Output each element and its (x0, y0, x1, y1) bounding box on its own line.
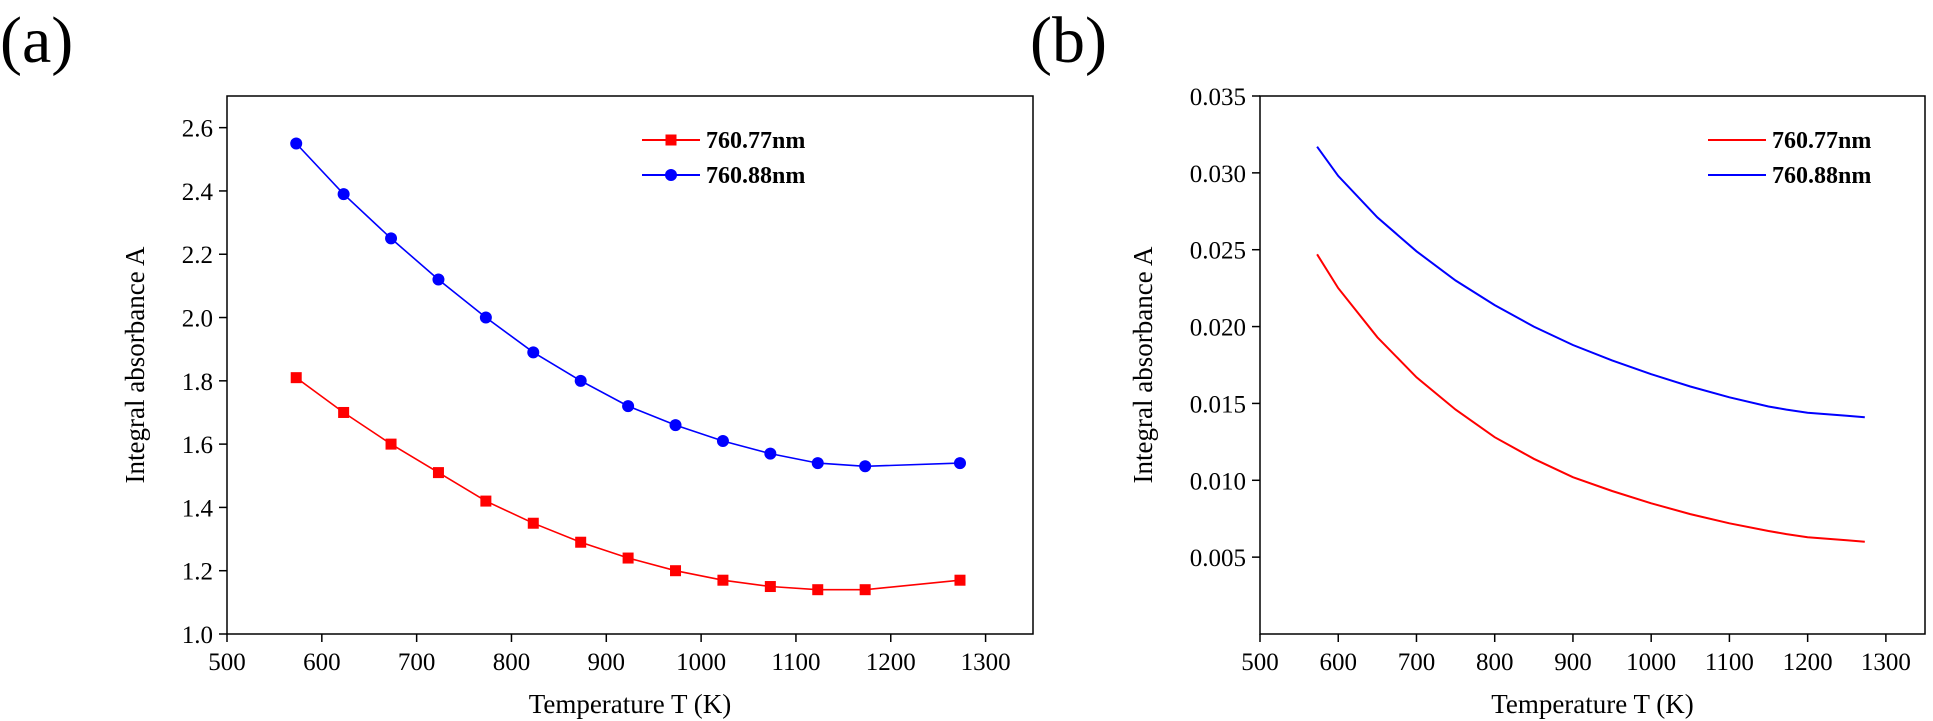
chart-1-y-tick-label: 0.025 (1190, 238, 1246, 265)
chart-0-data-point (290, 372, 302, 384)
chart-0-data-point (338, 406, 350, 418)
chart-1-x-tick-label: 600 (1319, 649, 1357, 676)
chart-0-data-point (622, 400, 635, 413)
chart-0-data-point (479, 311, 492, 324)
chart-0-data-point (385, 438, 397, 450)
chart-0-data-point (527, 346, 540, 359)
chart-0-x-axis-title: Temperature T (K) (529, 689, 732, 719)
chart-1-legend-label: 760.88nm (1772, 163, 1871, 189)
chart-0-x-tick-label: 1100 (771, 649, 820, 676)
chart-0-data-point (337, 188, 350, 201)
chart-0-data-point (953, 457, 966, 470)
chart-0-x-tick-label: 700 (398, 649, 436, 676)
chart-1-y-tick-label: 0.005 (1190, 545, 1246, 572)
chart-1-x-tick-label: 800 (1476, 649, 1514, 676)
chart-0-x-tick-label: 1200 (866, 649, 916, 676)
chart-0-series-1 (290, 137, 966, 473)
chart-1-x-tick-label: 1000 (1626, 649, 1676, 676)
chart-1-x-tick-label: 1300 (1861, 649, 1911, 676)
chart-1-plot-frame (1259, 95, 1926, 635)
chart-0-legend-marker (665, 134, 677, 146)
chart-0-data-point (290, 137, 303, 150)
chart-0-x-tick-label: 500 (208, 649, 246, 676)
panel-b: (b) 500 600 700 800 900 1000 1100 1200 1300 0.005… (1030, 4, 1926, 719)
chart-0-series-line (295, 377, 961, 591)
chart-1-y-axis-title: Integral absorbance A (1128, 246, 1158, 483)
chart-0-data-point (716, 434, 729, 447)
chart-0-data-point (622, 552, 634, 564)
chart-0-series-line (295, 142, 961, 468)
chart-1-x-tick-label: 900 (1554, 649, 1592, 676)
chart-1-legend-label: 760.77nm (1772, 128, 1871, 154)
chart-0-x-tick-label: 600 (303, 649, 341, 676)
chart-0-data-point (480, 495, 492, 507)
chart-0-data-point (812, 584, 824, 596)
chart-1-series-1 (1316, 146, 1865, 419)
chart-0-data-point (575, 536, 587, 548)
chart-0-data-point (432, 273, 445, 286)
chart-1-y-tick-label: 0.010 (1190, 468, 1246, 495)
chart-0-y-tick-label: 1.4 (182, 495, 214, 522)
chart-0-data-point (859, 460, 872, 473)
chart-0-x-tick-label: 1000 (676, 649, 726, 676)
chart-0-legend-label: 760.88nm (706, 163, 805, 189)
chart-0-data-point (432, 467, 444, 479)
chart-1-x-tick-label: 700 (1398, 649, 1436, 676)
chart-1-x-tick-label: 1100 (1705, 649, 1754, 676)
chart-0-data-point (811, 457, 824, 470)
chart-0-legend-marker (665, 169, 677, 181)
chart-0-data-point (669, 419, 682, 432)
chart-0-x-tick-label: 1300 (961, 649, 1011, 676)
chart-0-y-tick-label: 1.8 (182, 369, 213, 396)
chart-0-y-tick-label: 2.2 (182, 242, 213, 269)
chart-1-x-tick-label: 500 (1241, 649, 1279, 676)
chart-0-y-tick-label: 2.4 (182, 179, 214, 206)
chart-1-legend-entry: 760.88nm (1708, 163, 1871, 189)
chart-0-plot-frame (226, 95, 1034, 635)
chart-1-y-tick-label: 0.035 (1190, 84, 1246, 111)
chart-0-legend-label: 760.77nm (706, 128, 805, 154)
chart-0-series-0 (290, 372, 966, 596)
panel-a: (a) 500 600 700 800 900 1000 1100 1200 1300 1.0 1.… (0, 4, 1034, 719)
chart-0-data-point (859, 584, 871, 596)
chart-0-legend-entry: 760.88nm (642, 163, 805, 189)
chart-1-series-line (1316, 146, 1865, 419)
chart-1-y-tick-label: 0.030 (1190, 161, 1246, 188)
chart-1-y-tick-label: 0.020 (1190, 315, 1246, 342)
chart-0-data-point (954, 574, 966, 586)
chart-0-data-point (717, 574, 729, 586)
chart-0-y-tick-label: 2.0 (182, 306, 213, 333)
chart-0-y-tick-label: 1.0 (182, 622, 213, 649)
panel-label-b: (b) (1030, 4, 1107, 77)
chart-0-data-point (670, 565, 682, 577)
panel-label-a: (a) (0, 4, 73, 77)
chart-0-y-tick-label: 2.6 (182, 116, 213, 143)
chart-0-y-axis-title: Integral absorbance A (120, 246, 150, 483)
chart-1-x-axis-title: Temperature T (K) (1491, 689, 1694, 719)
chart-1-x-tick-label: 1200 (1783, 649, 1833, 676)
chart-0-data-point (385, 232, 398, 245)
chart-0-y-tick-label: 1.6 (182, 432, 213, 459)
chart-1-series-0 (1316, 253, 1865, 543)
chart-0-legend-entry: 760.77nm (642, 128, 805, 154)
chart-0-x-tick-label: 800 (493, 649, 531, 676)
chart-1-series-line (1316, 253, 1865, 543)
chart-0-data-point (574, 374, 587, 387)
chart-0-y-tick-label: 1.2 (182, 559, 213, 586)
chart-1-legend-entry: 760.77nm (1708, 128, 1871, 154)
chart-0-x-tick-label: 900 (588, 649, 626, 676)
chart-0-data-point (764, 447, 777, 460)
chart-1-y-tick-label: 0.015 (1190, 391, 1246, 418)
chart-0-data-point (764, 581, 776, 593)
chart-0-data-point (527, 517, 539, 529)
